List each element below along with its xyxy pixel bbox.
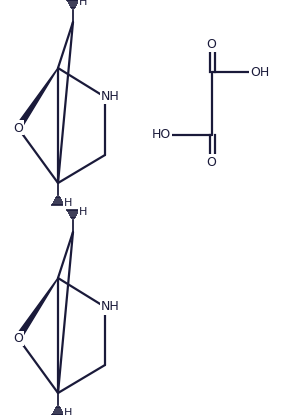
Text: O: O: [13, 122, 23, 134]
Text: O: O: [13, 332, 23, 344]
Text: NH: NH: [101, 300, 119, 313]
Text: H: H: [79, 207, 87, 217]
Text: H: H: [79, 0, 87, 7]
Text: OH: OH: [250, 66, 269, 78]
Text: NH: NH: [101, 90, 119, 103]
Polygon shape: [15, 68, 58, 129]
Text: H: H: [64, 408, 72, 415]
Text: O: O: [206, 39, 216, 51]
Text: O: O: [206, 156, 216, 168]
Polygon shape: [15, 278, 58, 339]
Text: H: H: [64, 198, 72, 208]
Text: HO: HO: [151, 129, 171, 142]
